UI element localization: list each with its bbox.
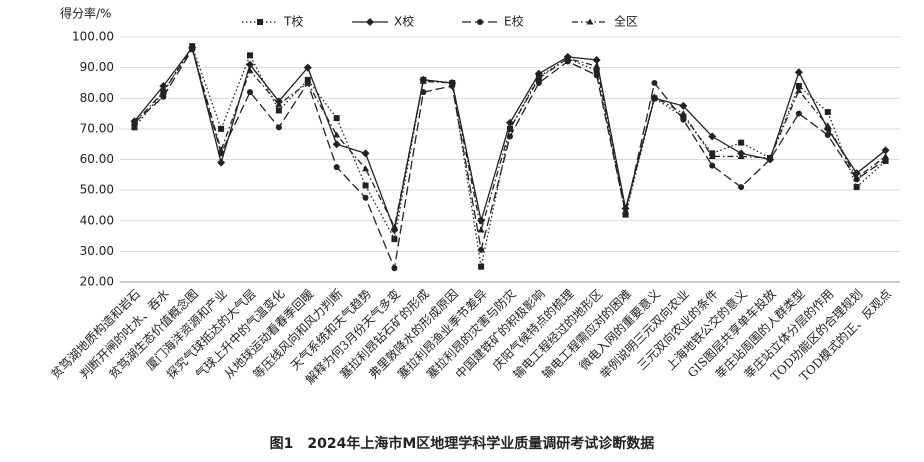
legend-label: 全区	[614, 14, 638, 29]
marker	[679, 101, 688, 110]
caption: 图1 2024年上海市M区地理学科学业质量调研考试诊断数据	[270, 435, 655, 452]
marker	[391, 265, 398, 272]
marker	[593, 72, 600, 79]
marker	[824, 122, 832, 129]
marker	[738, 184, 745, 191]
y-tick-label: 80.00	[80, 91, 114, 105]
marker	[824, 132, 831, 138]
marker	[332, 140, 341, 149]
marker	[592, 55, 601, 64]
marker	[586, 18, 594, 25]
marker	[737, 152, 745, 159]
marker	[366, 18, 374, 26]
series-line	[133, 44, 886, 267]
marker	[159, 88, 167, 95]
marker	[448, 79, 456, 86]
marker	[246, 60, 254, 69]
marker	[824, 109, 831, 116]
marker	[420, 89, 427, 96]
marker	[159, 82, 168, 90]
marker	[534, 69, 543, 78]
marker	[361, 149, 370, 158]
legend-label: X校	[394, 14, 414, 29]
marker	[131, 124, 138, 131]
marker	[477, 216, 486, 225]
marker	[217, 158, 226, 167]
marker	[247, 89, 253, 96]
marker	[304, 79, 312, 86]
marker	[477, 226, 485, 233]
y-tick-label: 40.00	[80, 213, 114, 227]
marker	[593, 67, 600, 74]
marker	[478, 263, 485, 270]
marker	[708, 132, 717, 141]
marker	[766, 154, 774, 161]
marker	[275, 107, 282, 114]
marker	[853, 184, 860, 191]
marker	[881, 146, 890, 155]
y-tick-label: 60.00	[80, 152, 114, 166]
marker	[795, 83, 802, 89]
marker	[391, 236, 398, 243]
marker	[257, 19, 263, 25]
marker	[188, 44, 196, 51]
marker	[333, 131, 341, 138]
marker	[478, 246, 485, 253]
marker	[622, 208, 630, 215]
marker	[419, 77, 427, 84]
marker	[333, 115, 340, 122]
marker	[506, 125, 514, 132]
marker	[564, 54, 572, 61]
marker	[593, 62, 601, 69]
marker	[882, 152, 890, 159]
y-tick-label: 50.00	[80, 183, 114, 197]
marker	[362, 194, 369, 201]
marker	[709, 162, 716, 169]
marker	[708, 152, 716, 159]
marker	[275, 124, 282, 131]
legend-label: T校	[283, 14, 303, 29]
marker	[362, 182, 369, 189]
marker	[650, 93, 658, 100]
marker	[275, 100, 283, 107]
marker	[362, 165, 370, 172]
y-tick-label: 90.00	[80, 60, 114, 74]
marker	[738, 139, 745, 146]
marker	[160, 93, 167, 100]
marker	[679, 110, 687, 117]
marker	[477, 19, 483, 25]
y-tick-label: 30.00	[80, 244, 114, 258]
marker	[130, 119, 138, 126]
marker	[680, 116, 687, 123]
marker	[217, 146, 225, 153]
marker	[303, 63, 312, 72]
marker	[853, 174, 861, 181]
y-axis-label: 得分率/%	[60, 6, 111, 21]
marker	[535, 74, 543, 81]
legend-label: E校	[504, 14, 524, 29]
y-tick-label: 100.00	[72, 30, 114, 44]
marker	[390, 223, 398, 230]
marker	[795, 87, 803, 94]
marker	[794, 68, 803, 77]
marker	[218, 125, 225, 132]
marker	[651, 79, 658, 86]
y-tick-label: 20.00	[80, 275, 114, 289]
marker	[795, 110, 802, 117]
marker	[333, 164, 340, 171]
marker	[680, 113, 687, 120]
marker	[246, 67, 254, 74]
y-tick-label: 70.00	[80, 121, 114, 135]
marker	[247, 52, 253, 59]
